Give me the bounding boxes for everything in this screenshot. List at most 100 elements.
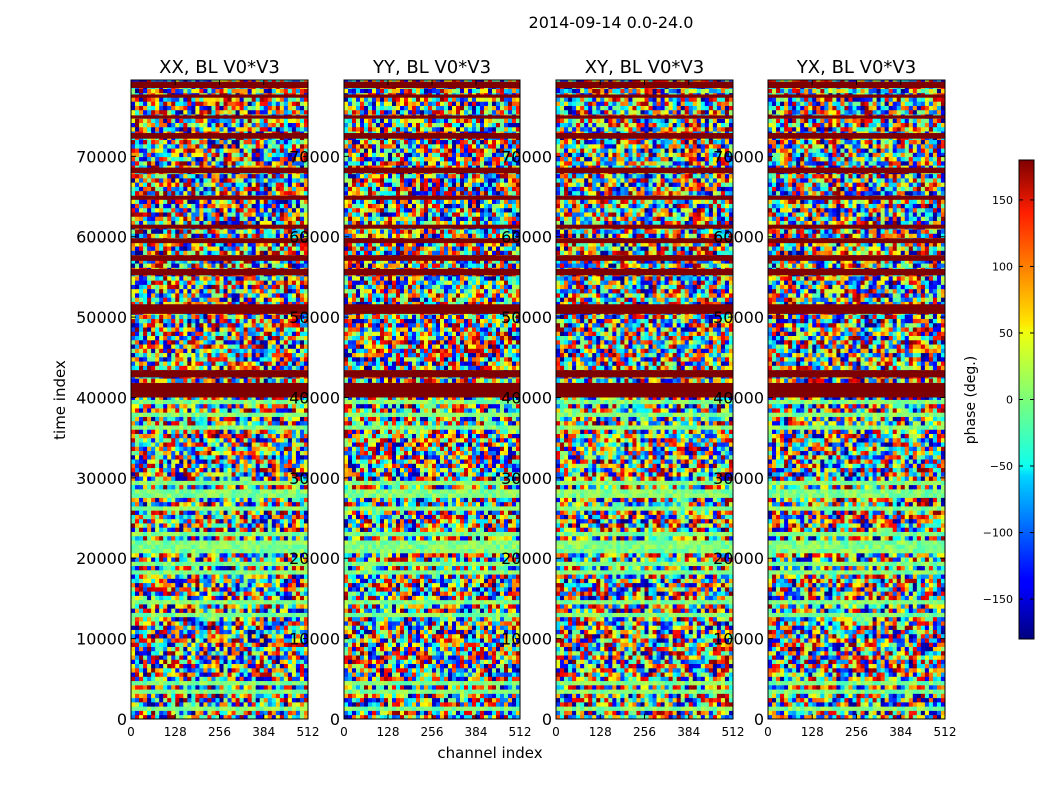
- heatmap-cell: [299, 297, 305, 302]
- heatmap-cell: [255, 318, 261, 324]
- heatmap-cell: [151, 246, 156, 251]
- heatmap-cell: [199, 395, 204, 400]
- heatmap-cell: [223, 701, 228, 707]
- heatmap-cell: [227, 395, 232, 400]
- heatmap-cell: [271, 365, 277, 371]
- heatmap-cell: [195, 659, 200, 665]
- heatmap-cell: [151, 595, 156, 601]
- heatmap-cell: [163, 642, 168, 647]
- heatmap-cell: [255, 348, 261, 354]
- heatmap-cell: [199, 344, 204, 349]
- heatmap-cell: [231, 484, 236, 490]
- heatmap-cell: [251, 574, 257, 579]
- heatmap-cell: [295, 471, 301, 477]
- heatmap-cell: [299, 501, 305, 507]
- heatmap-cell: [247, 280, 253, 285]
- heatmap-cell: [259, 339, 265, 345]
- heatmap-cell: [263, 706, 269, 711]
- heatmap-cell: [239, 552, 245, 558]
- heatmap-cell: [187, 667, 192, 673]
- heatmap-cell: [299, 420, 305, 426]
- heatmap-cell: [199, 463, 204, 469]
- heatmap-cell: [163, 442, 168, 447]
- heatmap-cell: [271, 523, 277, 528]
- heatmap-cell: [279, 471, 285, 477]
- heatmap-cell: [231, 263, 236, 268]
- heatmap-cell: [211, 629, 216, 635]
- heatmap-cell: [235, 437, 241, 443]
- heatmap-cell: [299, 348, 305, 354]
- heatmap-cell: [247, 258, 253, 264]
- heatmap-cell: [147, 263, 152, 268]
- heatmap-cell: [175, 301, 180, 307]
- heatmap-cell: [279, 318, 285, 324]
- heatmap-cell: [195, 284, 200, 290]
- heatmap-cell: [211, 518, 216, 524]
- heatmap-cell: [175, 625, 180, 630]
- heatmap-cell: [199, 714, 204, 719]
- heatmap-cell: [243, 241, 249, 247]
- heatmap-cell: [191, 250, 196, 256]
- heatmap-cell: [131, 446, 136, 452]
- heatmap-cell: [207, 297, 212, 302]
- heatmap-cell: [251, 616, 257, 622]
- heatmap-cell: [195, 565, 200, 571]
- heatmap-cell: [159, 471, 164, 477]
- heatmap-cell: [275, 621, 281, 626]
- heatmap-cell: [295, 608, 301, 613]
- heatmap-cell: [131, 706, 136, 711]
- heatmap-cell: [299, 608, 305, 613]
- heatmap-cell: [191, 518, 196, 524]
- heatmap-cell: [279, 595, 285, 601]
- heatmap-cell: [183, 480, 188, 486]
- heatmap-cell: [207, 361, 212, 366]
- heatmap-cell: [179, 429, 184, 434]
- heatmap-cell: [183, 506, 188, 511]
- heatmap-cell: [251, 442, 257, 447]
- heatmap-cell: [219, 650, 224, 656]
- heatmap-cell: [195, 293, 200, 298]
- heatmap-cell: [287, 454, 293, 460]
- heatmap-cell: [259, 701, 265, 707]
- heatmap-cell: [135, 403, 140, 409]
- heatmap-cell: [211, 454, 216, 460]
- heatmap-cell: [147, 399, 152, 405]
- heatmap-cell: [275, 510, 281, 515]
- heatmap-cell: [195, 616, 200, 622]
- heatmap-cell: [191, 544, 196, 549]
- heatmap-cell: [295, 454, 301, 460]
- heatmap-cell: [219, 416, 224, 422]
- heatmap-cell: [163, 497, 168, 503]
- heatmap-cell: [223, 595, 228, 601]
- heatmap-cell: [251, 501, 257, 507]
- heatmap-cell: [163, 301, 168, 307]
- heatmap-cell: [159, 650, 164, 656]
- heatmap-cell: [291, 314, 297, 319]
- heatmap-cell: [175, 399, 180, 405]
- heatmap-cell: [199, 241, 204, 247]
- heatmap-cell: [287, 544, 293, 549]
- heatmap-cell: [275, 327, 281, 332]
- heatmap-cell: [227, 293, 232, 298]
- heatmap-cell: [215, 395, 220, 400]
- heatmap-cell: [151, 510, 156, 515]
- heatmap-cell: [191, 442, 196, 447]
- heatmap-cell: [235, 578, 241, 584]
- heatmap-cell: [259, 250, 265, 256]
- heatmap-cell: [283, 612, 289, 618]
- heatmap-cell: [239, 659, 245, 665]
- heatmap-cell: [283, 578, 289, 584]
- heatmap-cell: [227, 433, 232, 439]
- heatmap-cell: [175, 339, 180, 345]
- heatmap-cell: [267, 676, 273, 682]
- heatmap-cell: [151, 642, 156, 647]
- heatmap-cell: [219, 246, 224, 251]
- heatmap-cell: [203, 361, 208, 366]
- heatmap-cell: [275, 650, 281, 656]
- heatmap-cell: [163, 706, 168, 711]
- heatmap-cell: [155, 344, 160, 349]
- heatmap-cell: [147, 667, 152, 673]
- heatmap-cell: [223, 488, 228, 494]
- heatmap-cell: [219, 586, 224, 592]
- heatmap-cell: [219, 446, 224, 452]
